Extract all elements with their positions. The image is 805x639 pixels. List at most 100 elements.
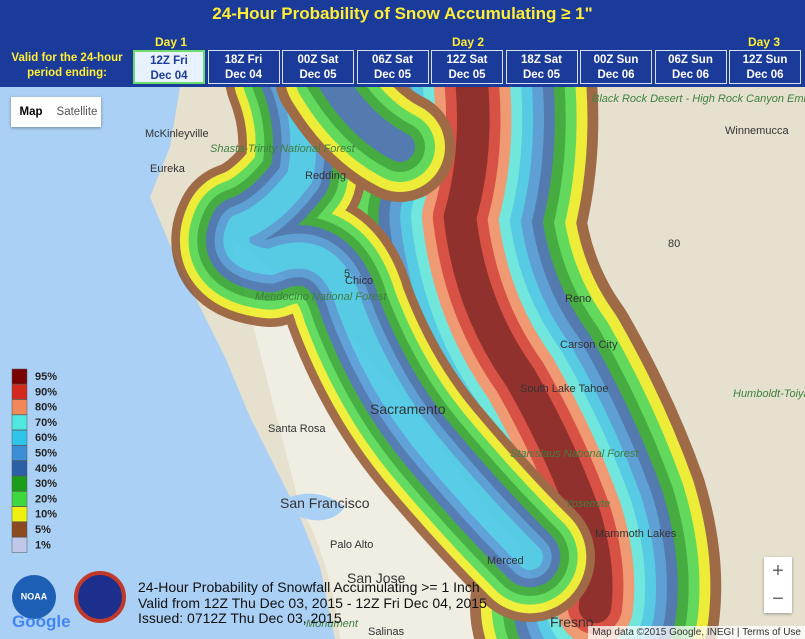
legend-swatch xyxy=(11,460,28,477)
legend-label: 90% xyxy=(35,386,57,398)
period-tab[interactable]: 00Z Sun Dec 06 xyxy=(580,50,652,84)
noaa-text: NOAA xyxy=(21,591,48,601)
zoom-out[interactable]: − xyxy=(772,588,784,610)
legend-swatch xyxy=(11,537,28,553)
place-label: Eureka xyxy=(150,163,186,175)
place-label: Redding xyxy=(305,170,346,182)
nws-logo xyxy=(74,571,126,623)
place-label: Chico xyxy=(345,275,373,287)
period-time: 06Z Sun xyxy=(668,54,713,66)
place-label: Yosemite xyxy=(565,498,610,510)
period-tab[interactable]: 06Z Sat Dec 05 xyxy=(356,50,429,84)
info-line: 24-Hour Probability of Snowfall Accumula… xyxy=(138,579,480,595)
period-date: Dec 06 xyxy=(671,69,710,81)
place-label: Reno xyxy=(565,293,591,305)
period-date: Dec 05 xyxy=(522,69,561,81)
period-date: Dec 04 xyxy=(150,70,188,82)
title: 24-Hour Probability of Snow Accumulating… xyxy=(212,4,593,23)
place-labels: McKinleyville Eureka Redding Chico Mendocino… xyxy=(145,93,805,638)
place-label: South Lake Tahoe xyxy=(520,383,608,395)
legend-label: 30% xyxy=(35,478,57,490)
map-type-control: Map Satellite xyxy=(11,97,101,127)
place-label: 5 xyxy=(344,268,350,280)
legend-swatch xyxy=(11,521,28,538)
place-label: Humboldt-Toiyabe National Forest xyxy=(733,388,805,400)
legend-label: 50% xyxy=(35,448,57,460)
day-label: Day 2 xyxy=(452,35,485,49)
place-label: Mammoth Lakes xyxy=(595,528,677,540)
place-label: Stanislaus National Forest xyxy=(510,448,639,460)
place-label: McKinleyville xyxy=(145,128,209,140)
bay xyxy=(290,493,345,521)
place-label: Sacramento xyxy=(370,401,446,417)
info-text: 24-Hour Probability of Snowfall Accumula… xyxy=(138,579,487,627)
legend-swatch xyxy=(11,445,28,461)
period-tab[interactable]: 12Z Fri Dec 04 xyxy=(133,50,205,84)
ocean xyxy=(0,87,335,639)
period-date: Dec 05 xyxy=(373,69,412,81)
header: 24-Hour Probability of Snow Accumulating… xyxy=(0,0,805,87)
probability-bands xyxy=(171,87,722,639)
legend-swatch xyxy=(11,506,28,522)
band xyxy=(318,87,415,162)
place-label: Shasta-Trinity National Forest xyxy=(210,143,356,155)
place-label: Winnemucca xyxy=(725,125,789,137)
map-data: Map data ©2015 Google, INEGI xyxy=(592,627,735,638)
period-time: 18Z Sat xyxy=(521,54,562,66)
legend-label: 95% xyxy=(35,371,57,383)
place-label: San Francisco xyxy=(280,495,370,511)
info-line: Issued: 0712Z Thu Dec 03, 2015 xyxy=(138,610,342,626)
place-label: Salinas xyxy=(368,626,405,638)
period-date: Dec 06 xyxy=(746,69,784,81)
period-caption: Valid for the 24-hour period ending: xyxy=(11,52,123,79)
legend: 95% 90% 80% 70% 60% 50% 40% 30% 20% 10% 5% 1% xyxy=(11,368,57,553)
period-tab[interactable]: 06Z Sun Dec 06 xyxy=(654,50,727,84)
zoom-control: + − xyxy=(764,557,792,613)
satellite-button[interactable]: Satellite xyxy=(56,106,98,118)
legend-label: 5% xyxy=(35,524,51,536)
period-tab[interactable]: 00Z Sat Dec 05 xyxy=(282,50,354,84)
legend-swatch xyxy=(11,429,28,446)
period-time: 00Z Sat xyxy=(297,54,339,66)
place-label: Merced xyxy=(487,555,524,567)
place-label: Carson City xyxy=(560,339,618,351)
legend-label: 20% xyxy=(35,493,57,505)
place-label: 80 xyxy=(668,238,680,250)
period-tab[interactable]: 18Z Fri Dec 04 xyxy=(207,50,280,84)
day-label: Day 1 xyxy=(155,35,188,49)
period-time: 12Z Sun xyxy=(742,54,788,66)
legend-swatch xyxy=(11,491,28,507)
period-time: 06Z Sat xyxy=(372,54,413,66)
legend-label: 70% xyxy=(35,417,57,429)
place-label: Santa Rosa xyxy=(268,423,326,435)
legend-label: 10% xyxy=(35,509,57,521)
period-date: Dec 05 xyxy=(448,69,486,81)
legend-swatch xyxy=(11,414,28,431)
zoom-in[interactable]: + xyxy=(772,560,784,582)
terms-link[interactable]: Terms of Use xyxy=(742,627,801,638)
period-tab[interactable]: 18Z Sat Dec 05 xyxy=(505,50,578,84)
legend-swatch xyxy=(11,399,28,415)
map-button[interactable]: Map xyxy=(19,106,43,118)
legend-swatch xyxy=(11,384,28,400)
map: McKinleyville Eureka Redding Chico Mendocino… xyxy=(0,87,805,639)
legend-label: 60% xyxy=(35,432,57,444)
period-tab[interactable]: 12Z Sat Dec 05 xyxy=(431,50,503,84)
place-label: Black Rock Desert - High Rock Canyon Emi… xyxy=(592,93,805,105)
legend-swatch xyxy=(11,368,28,385)
info-line: Valid from 12Z Thu Dec 03, 2015 - 12Z Fr… xyxy=(138,594,487,611)
google-logo: Google xyxy=(12,612,71,631)
period-tab[interactable]: 12Z Sun Dec 06 xyxy=(729,50,801,84)
period-date: Dec 06 xyxy=(597,69,635,81)
period-time: 12Z Sat xyxy=(446,54,488,66)
legend-label: 1% xyxy=(35,539,51,551)
logos: NOAA Google xyxy=(12,571,126,631)
place-label: Palo Alto xyxy=(330,539,373,551)
period-time: 18Z Fri xyxy=(224,54,263,66)
legend-swatch xyxy=(11,475,28,492)
legend-label: 80% xyxy=(35,402,57,414)
place-label: Mendocino National Forest xyxy=(255,291,387,303)
band xyxy=(223,87,543,570)
period-time: 12Z Fri xyxy=(150,55,188,67)
